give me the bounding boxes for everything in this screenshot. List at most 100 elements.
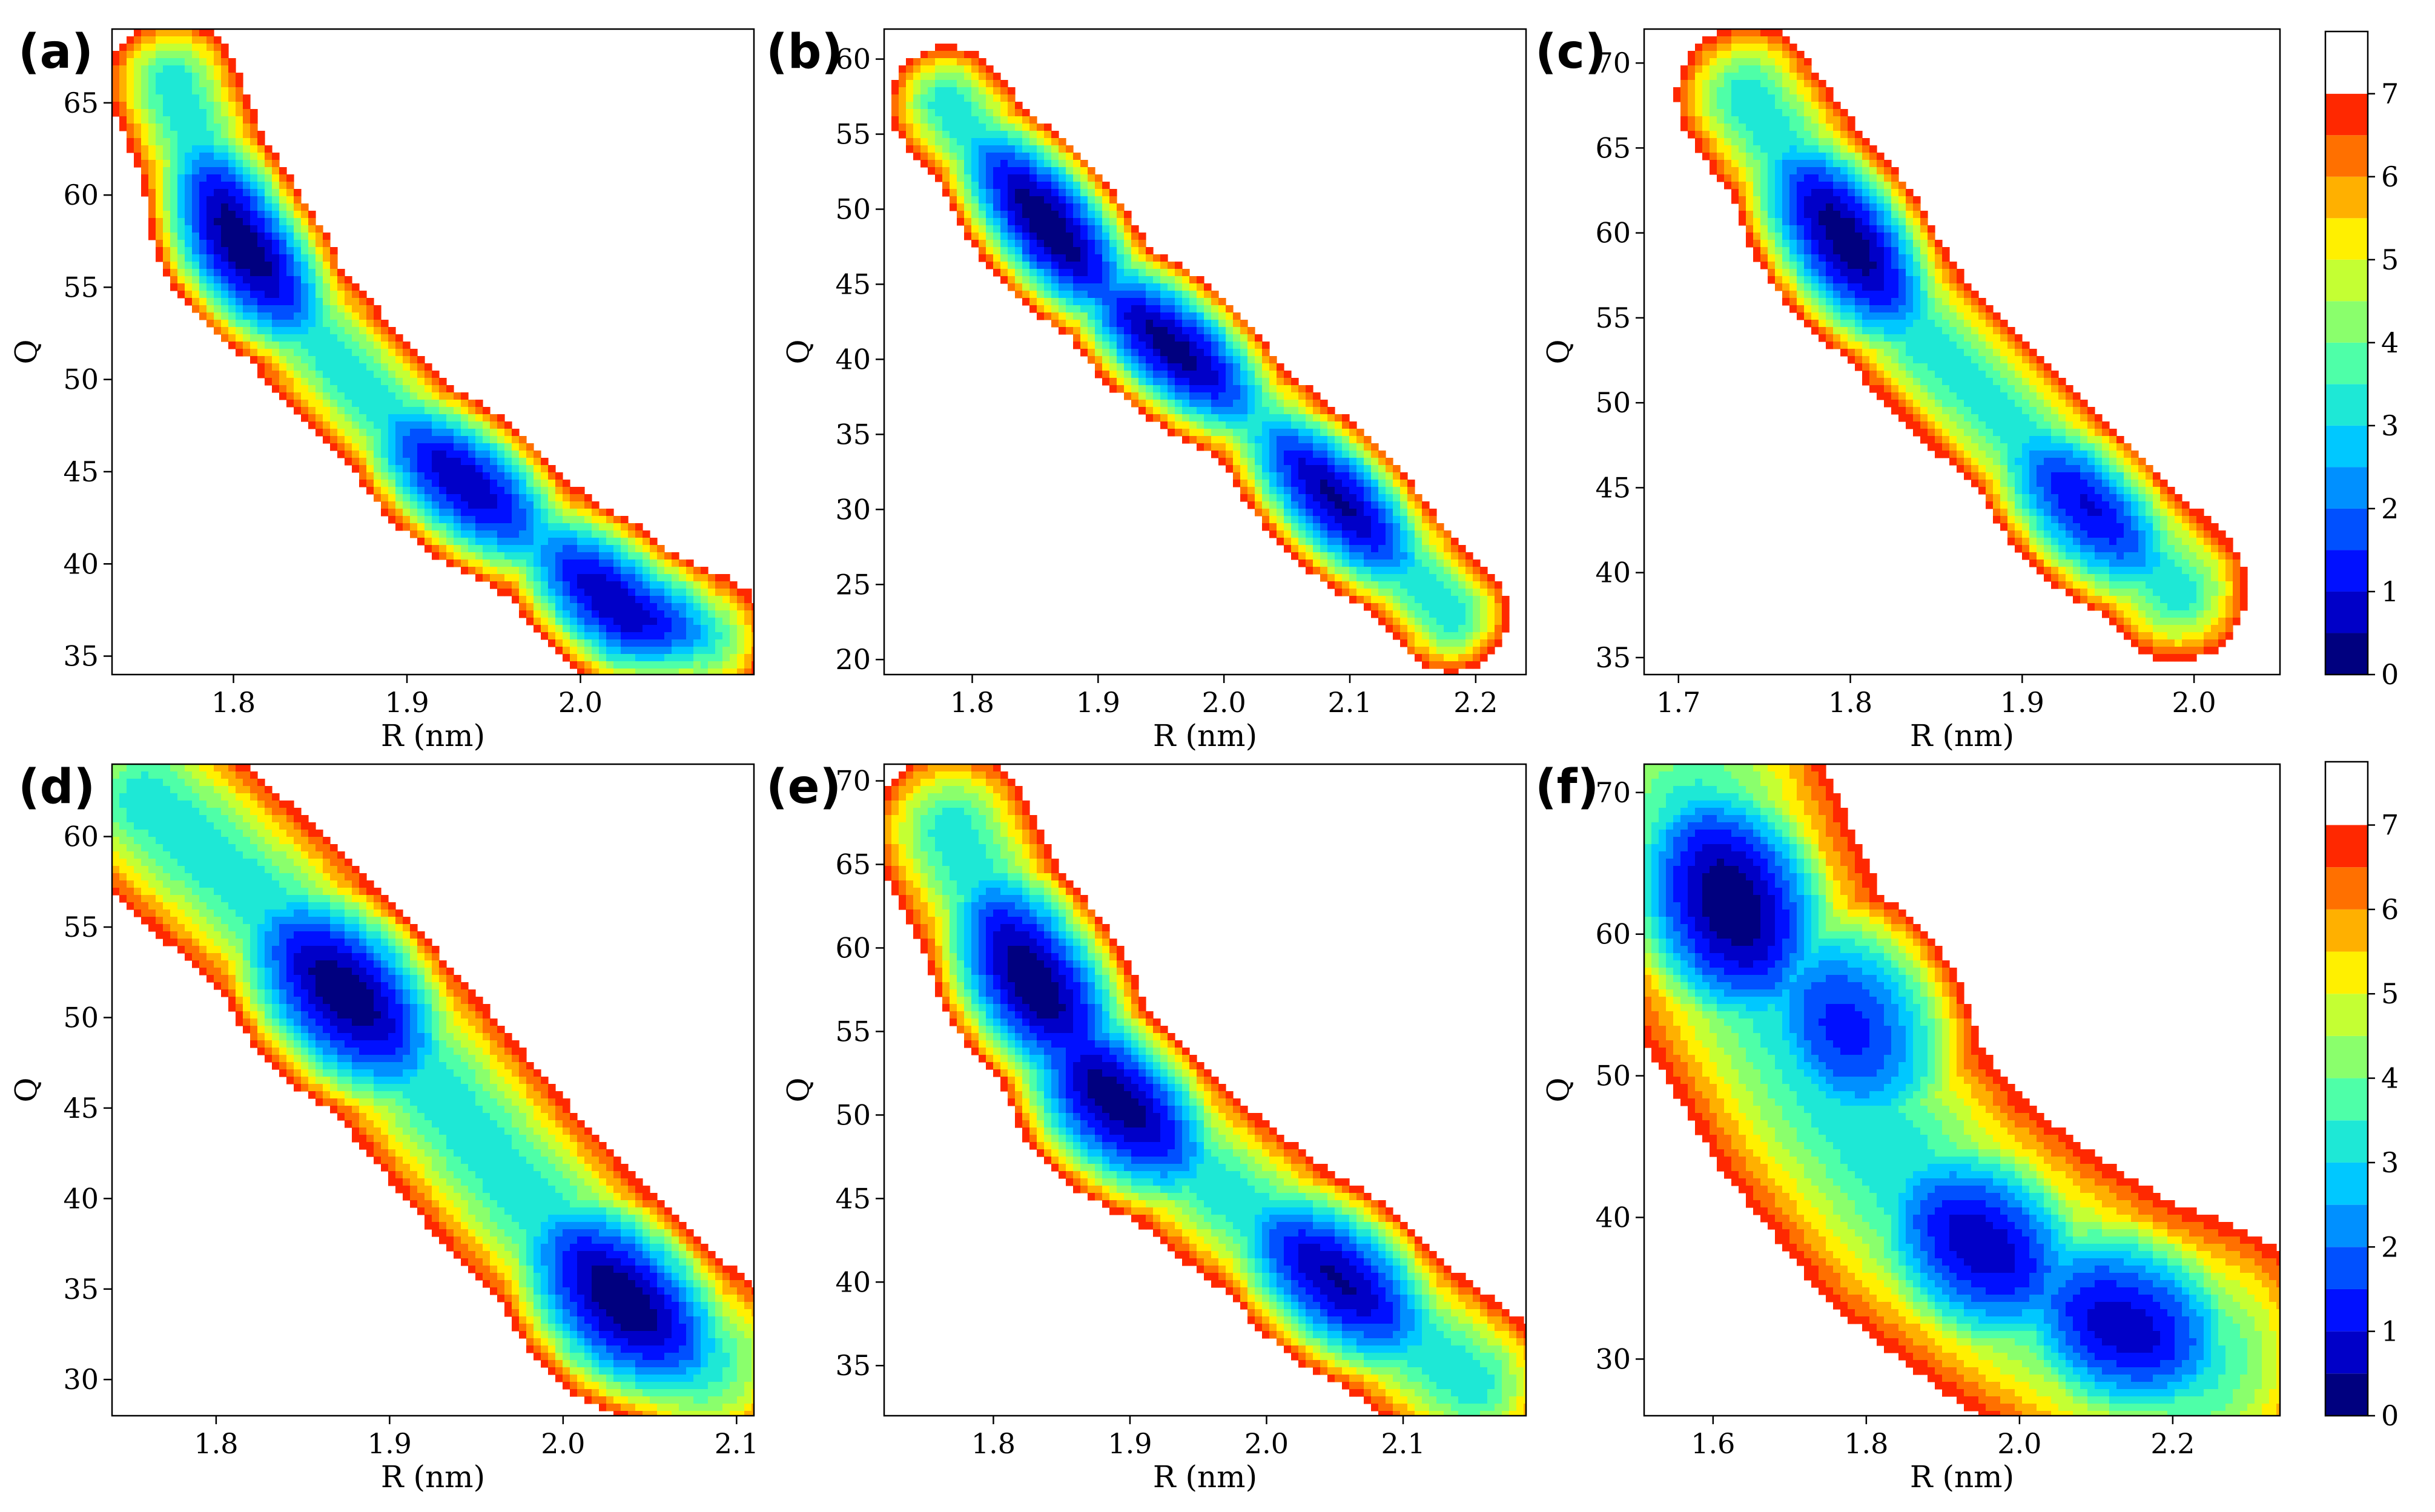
energy-cell bbox=[192, 189, 200, 197]
energy-cell bbox=[650, 625, 658, 633]
energy-cell bbox=[1226, 458, 1234, 466]
energy-cell bbox=[1124, 240, 1132, 248]
energy-cell bbox=[1088, 254, 1095, 262]
energy-cell bbox=[1204, 305, 1212, 313]
energy-cell bbox=[1131, 385, 1139, 393]
energy-cell bbox=[206, 305, 214, 313]
energy-cell bbox=[1819, 145, 1826, 153]
energy-cell bbox=[577, 661, 585, 669]
energy-cell bbox=[1131, 312, 1139, 320]
energy-cell bbox=[534, 494, 541, 502]
energy-cell bbox=[1819, 247, 1826, 255]
energy-cell bbox=[1378, 603, 1386, 611]
energy-cell bbox=[250, 276, 258, 284]
energy-cell bbox=[1168, 283, 1175, 291]
energy-cell bbox=[192, 174, 200, 182]
energy-cell bbox=[971, 116, 979, 124]
energy-cell bbox=[1088, 291, 1095, 299]
energy-cell bbox=[1877, 240, 1885, 248]
energy-cell bbox=[701, 654, 709, 662]
energy-cell bbox=[1364, 530, 1372, 538]
energy-cell bbox=[592, 618, 600, 626]
energy-cell bbox=[366, 327, 374, 335]
energy-cell bbox=[177, 80, 185, 88]
energy-cell bbox=[1717, 138, 1725, 146]
energy-cell bbox=[1080, 262, 1088, 269]
energy-cell bbox=[490, 458, 498, 466]
energy-cell bbox=[1739, 80, 1746, 88]
energy-cell bbox=[1717, 36, 1725, 44]
energy-cell bbox=[650, 654, 658, 662]
energy-cell bbox=[279, 276, 287, 284]
energy-cell bbox=[272, 225, 280, 233]
energy-cell bbox=[279, 291, 287, 299]
energy-cell bbox=[475, 451, 483, 458]
energy-cell bbox=[942, 87, 950, 95]
energy-cell bbox=[1298, 501, 1306, 509]
energy-cell bbox=[366, 312, 374, 320]
energy-cell bbox=[1189, 371, 1197, 378]
energy-cell bbox=[971, 174, 979, 182]
energy-cell bbox=[403, 509, 411, 517]
energy-cell bbox=[672, 552, 679, 560]
energy-cell bbox=[206, 225, 214, 233]
energy-cell bbox=[148, 196, 156, 204]
energy-cell bbox=[454, 516, 461, 524]
energy-cell bbox=[228, 334, 236, 342]
energy-cell bbox=[439, 378, 447, 386]
energy-cell bbox=[286, 392, 294, 400]
energy-cell bbox=[461, 501, 469, 509]
energy-cell bbox=[1819, 109, 1826, 117]
energy-cell bbox=[381, 371, 389, 378]
energy-cell bbox=[1284, 472, 1292, 480]
energy-cell bbox=[701, 625, 709, 633]
energy-cell bbox=[1768, 116, 1776, 124]
energy-cell bbox=[1059, 312, 1066, 320]
energy-cell bbox=[199, 182, 207, 190]
energy-cell bbox=[461, 516, 469, 524]
energy-cell bbox=[1680, 73, 1688, 81]
energy-cell bbox=[1095, 218, 1103, 226]
energy-cell bbox=[497, 436, 505, 444]
energy-cell bbox=[708, 654, 716, 662]
energy-cell bbox=[1862, 145, 1870, 153]
energy-cell bbox=[1797, 225, 1805, 233]
energy-cell bbox=[1080, 327, 1088, 335]
energy-cell bbox=[1095, 349, 1103, 357]
energy-cell bbox=[1320, 400, 1328, 408]
energy-cell bbox=[1262, 458, 1270, 466]
energy-cell bbox=[236, 305, 243, 313]
energy-cell bbox=[243, 305, 251, 313]
energy-cell bbox=[308, 247, 316, 255]
energy-cell bbox=[345, 436, 352, 444]
energy-cell bbox=[1291, 414, 1299, 422]
energy-cell bbox=[722, 618, 730, 626]
energy-cell bbox=[1109, 356, 1117, 364]
energy-cell bbox=[1436, 574, 1444, 582]
energy-cell bbox=[1407, 632, 1415, 640]
energy-cell bbox=[199, 73, 207, 81]
energy-cell bbox=[1189, 291, 1197, 299]
energy-cell bbox=[1088, 211, 1095, 219]
energy-cell bbox=[1073, 254, 1081, 262]
energy-cell bbox=[163, 29, 171, 37]
energy-cell bbox=[1789, 240, 1797, 248]
energy-cell bbox=[250, 349, 258, 357]
energy-cell bbox=[1422, 581, 1430, 589]
energy-cell bbox=[1320, 552, 1328, 560]
energy-cell bbox=[1015, 233, 1023, 240]
energy-cell bbox=[1160, 327, 1168, 335]
x-tick-label: 2.1 bbox=[1327, 686, 1372, 719]
energy-cell bbox=[1080, 291, 1088, 299]
energy-cell bbox=[1131, 378, 1139, 386]
energy-cell bbox=[228, 254, 236, 262]
energy-cell bbox=[366, 451, 374, 458]
y-axis-label: Q bbox=[781, 340, 816, 365]
energy-cell bbox=[504, 472, 512, 480]
energy-cell bbox=[301, 385, 309, 393]
energy-cell bbox=[613, 625, 621, 633]
energy-cell bbox=[1811, 240, 1819, 248]
energy-cell bbox=[979, 225, 986, 233]
energy-cell bbox=[1429, 509, 1437, 517]
energy-cell bbox=[294, 196, 302, 204]
